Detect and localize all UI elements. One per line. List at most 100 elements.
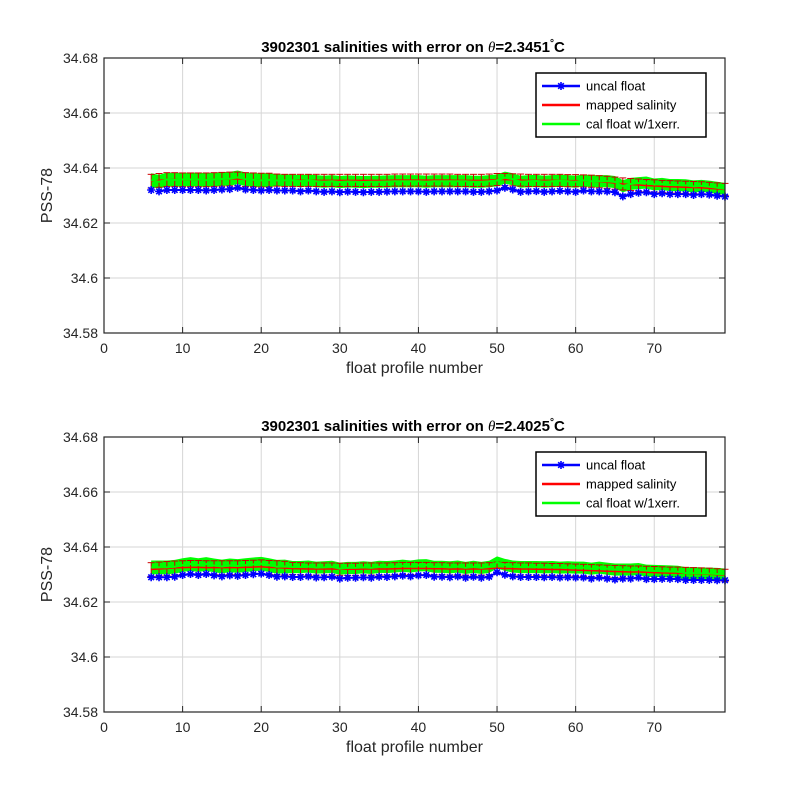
top-uncal-float-marker [335, 188, 344, 197]
bottom-uncal-float-marker [563, 573, 572, 582]
bottom-uncal-float-marker [603, 574, 612, 583]
top-uncal-float-marker [320, 187, 329, 196]
top-y-tick-label: 34.64 [63, 160, 98, 176]
top-y-axis-label: PSS-78 [39, 168, 56, 223]
top-chart-title: 3902301 salinities with error on θ=2.345… [261, 38, 565, 56]
top-uncal-float-marker [634, 188, 643, 197]
top-uncal-float-marker [571, 187, 580, 196]
bottom-uncal-float-marker [265, 571, 274, 580]
top-uncal-float-marker [673, 190, 682, 199]
top-x-tick-label: 70 [646, 340, 662, 356]
bottom-x-tick-label: 20 [253, 719, 269, 735]
top-uncal-float-marker [406, 187, 415, 196]
bottom-uncal-float-marker [202, 569, 211, 578]
bottom-y-tick-label: 34.58 [63, 704, 98, 720]
top-uncal-float-marker [422, 187, 431, 196]
top-uncal-float-marker [618, 192, 627, 201]
top-uncal-float-marker [257, 186, 266, 195]
bottom-uncal-float-marker [327, 572, 336, 581]
bottom-uncal-float-marker [430, 572, 439, 581]
bottom-cal-float-line [151, 561, 726, 576]
bottom-uncal-float-marker [170, 572, 179, 581]
top-uncal-float-marker [155, 187, 164, 196]
top-uncal-float-marker [469, 187, 478, 196]
bottom-x-tick-label: 50 [489, 719, 505, 735]
bottom-x-tick-label: 60 [568, 719, 584, 735]
bottom-uncal-float-marker [162, 573, 171, 582]
bottom-uncal-float-marker [508, 572, 517, 581]
bottom-uncal-float-marker [445, 573, 454, 582]
top-uncal-float-marker [713, 191, 722, 200]
bottom-mapped-salinity-line [151, 566, 726, 577]
bottom-uncal-float-marker [555, 573, 564, 582]
bottom-uncal-float-marker [343, 573, 352, 582]
bottom-uncal-float-marker [642, 575, 651, 584]
bottom-uncal-float-marker [147, 573, 156, 582]
top-uncal-float-marker [524, 187, 533, 196]
top-uncal-float-marker [532, 187, 541, 196]
top-uncal-float-marker [170, 186, 179, 194]
bottom-uncal-float-marker [194, 571, 203, 580]
top-uncal-float-marker [210, 186, 219, 194]
top-cal-float-line [150, 176, 726, 190]
top-legend-uncal-float-marker [557, 82, 565, 90]
top-cal-float-error-band [151, 170, 725, 195]
top-uncal-float-marker [375, 187, 384, 196]
bottom-axes-box [103, 436, 726, 713]
top-uncal-float-marker [186, 186, 195, 194]
bottom-uncal-float-marker [186, 569, 195, 578]
bottom-uncal-float-marker [516, 572, 525, 581]
top-uncal-float-marker [414, 187, 423, 196]
bottom-chart-panel: 3902301 salinities with error on θ=2.402… [39, 417, 729, 756]
top-x-tick-label: 20 [253, 340, 269, 356]
top-uncal-float-marker [280, 186, 289, 195]
top-uncal-float-marker [272, 186, 281, 195]
top-uncal-float-marker [382, 187, 391, 196]
bottom-legend-uncal-float-label: uncal float [586, 458, 646, 473]
bottom-uncal-float-marker [571, 573, 580, 582]
top-x-tick-label: 10 [175, 340, 191, 356]
top-uncal-float-marker [705, 190, 714, 199]
top-axes-box [103, 57, 726, 334]
top-uncal-float-marker [249, 186, 258, 194]
top-uncal-float-marker [312, 187, 321, 196]
top-uncal-float-marker [650, 190, 659, 199]
bottom-uncal-float-marker [406, 572, 415, 581]
bottom-legend-uncal-float-marker [557, 461, 565, 469]
top-uncal-float-marker [485, 187, 494, 196]
bottom-legend-cal-float-label: cal float w/1xerr. [586, 496, 680, 511]
top-uncal-float-marker [477, 187, 486, 196]
bottom-uncal-float-marker [626, 574, 635, 583]
top-uncal-float-marker [689, 190, 698, 199]
top-uncal-float-marker [390, 187, 399, 196]
bottom-uncal-float-marker [257, 569, 266, 578]
bottom-uncal-float-marker [210, 571, 219, 580]
top-y-tick-label: 34.68 [63, 50, 98, 66]
bottom-x-tick-label: 30 [332, 719, 348, 735]
top-uncal-float-marker [288, 186, 297, 195]
top-x-tick-label: 60 [568, 340, 584, 356]
top-x-tick-label: 0 [100, 340, 108, 356]
top-uncal-float-marker [225, 185, 234, 194]
bottom-uncal-float-marker [587, 574, 596, 583]
bottom-uncal-float-marker [225, 571, 234, 580]
top-x-tick-label: 40 [411, 340, 427, 356]
bottom-uncal-float-marker [304, 572, 313, 581]
bottom-uncal-float-marker [485, 572, 494, 581]
bottom-uncal-float-marker [217, 572, 226, 581]
bottom-uncal-float-marker [335, 574, 344, 583]
bottom-uncal-float-marker [540, 573, 549, 582]
bottom-uncal-float-marker [524, 572, 533, 581]
bottom-uncal-float-marker [713, 576, 722, 585]
bottom-uncal-float-marker [351, 573, 360, 582]
bottom-uncal-float-marker [359, 573, 368, 582]
top-y-tick-label: 34.62 [63, 215, 98, 231]
bottom-uncal-float-marker [650, 575, 659, 584]
bottom-uncal-float-marker [312, 573, 321, 582]
bottom-x-axis-label: float profile number [346, 739, 484, 756]
top-uncal-float-marker [579, 186, 588, 195]
top-uncal-float-marker [642, 188, 651, 197]
bottom-uncal-float-marker [477, 573, 486, 582]
top-uncal-float-marker [398, 187, 407, 196]
